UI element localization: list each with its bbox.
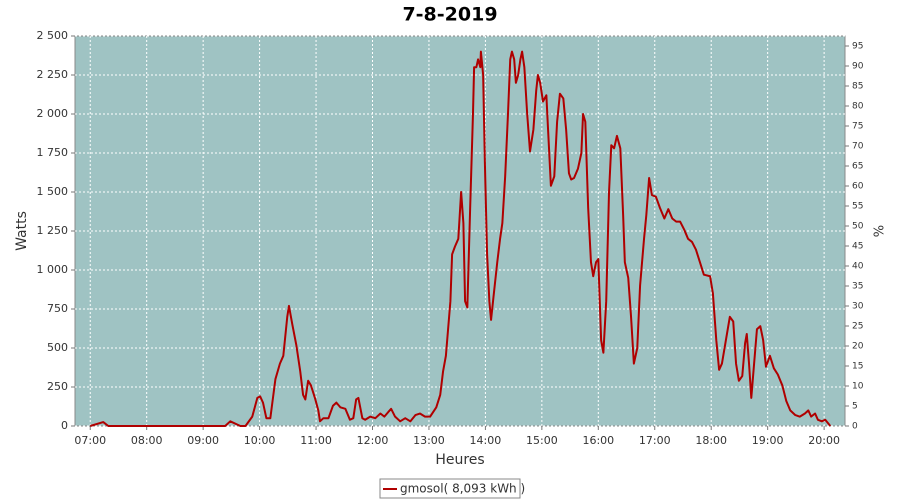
y2-tick-label: 85 xyxy=(852,82,863,92)
y-tick-label: 2 500 xyxy=(37,29,69,42)
x-tick-label: 18:00 xyxy=(695,434,727,447)
y2-tick-label: 70 xyxy=(852,142,864,152)
line-series xyxy=(89,50,832,427)
y-tick-label: 750 xyxy=(47,302,68,315)
y-axis-label: Watts xyxy=(14,211,30,251)
y2-tick-label: 5 xyxy=(852,402,858,412)
x-tick-label: 20:00 xyxy=(808,434,840,447)
chart-title: 7-8-2019 xyxy=(402,4,497,26)
x-tick-label: 07:00 xyxy=(74,434,106,447)
y-tick-label: 0 xyxy=(61,419,68,432)
y2-tick-label: 65 xyxy=(852,162,863,172)
y2-tick-label: 75 xyxy=(852,122,863,132)
x-tick-label: 08:00 xyxy=(131,434,163,447)
y2-tick-label: 60 xyxy=(852,182,864,192)
x-tick-label: 17:00 xyxy=(639,434,671,447)
x-tick-label: 11:00 xyxy=(300,434,332,447)
y-tick-label: 500 xyxy=(47,341,68,354)
x-tick-label: 14:00 xyxy=(470,434,502,447)
y2-tick-label: 40 xyxy=(852,262,864,272)
y-tick-label: 250 xyxy=(47,380,68,393)
x-tick-label: 15:00 xyxy=(526,434,558,447)
legend-box xyxy=(379,478,521,499)
x-tick-label: 12:00 xyxy=(357,434,389,447)
y2-tick-label: 80 xyxy=(852,102,864,112)
y2-axis-label: % xyxy=(873,225,888,237)
y2-tick-label: 55 xyxy=(852,202,863,212)
y2-tick-label: 30 xyxy=(852,302,864,312)
y2-tick-label: 15 xyxy=(852,362,863,372)
x-tick-label: 13:00 xyxy=(413,434,445,447)
y2-tick-label: 90 xyxy=(852,62,864,72)
y2-tick-label: 95 xyxy=(852,42,863,52)
x-tick-label: 19:00 xyxy=(752,434,784,447)
y-tick-label: 2 000 xyxy=(37,107,69,120)
y-tick-label: 1 750 xyxy=(37,146,69,159)
x-tick-label: 09:00 xyxy=(187,434,219,447)
y2-tick-label: 10 xyxy=(852,382,864,392)
legend-label: gmosol( 8,093 kWh ) xyxy=(400,482,525,496)
y2-tick-label: 45 xyxy=(852,242,863,252)
x-tick-label: 10:00 xyxy=(244,434,276,447)
y2-tick-label: 35 xyxy=(852,282,863,292)
y2-tick-label: 0 xyxy=(852,422,858,432)
legend: gmosol( 8,093 kWh ) xyxy=(379,478,525,499)
y-tick-label: 1 500 xyxy=(37,185,69,198)
x-axis-label: Heures xyxy=(435,452,484,468)
y2-tick-label: 20 xyxy=(852,342,864,352)
y-tick-label: 1 250 xyxy=(37,224,69,237)
y-tick-label: 1 000 xyxy=(37,263,69,276)
y-tick-label: 2 250 xyxy=(37,68,69,81)
x-tick-label: 16:00 xyxy=(582,434,614,447)
y2-tick-label: 25 xyxy=(852,322,863,332)
y2-tick-label: 50 xyxy=(852,222,864,232)
